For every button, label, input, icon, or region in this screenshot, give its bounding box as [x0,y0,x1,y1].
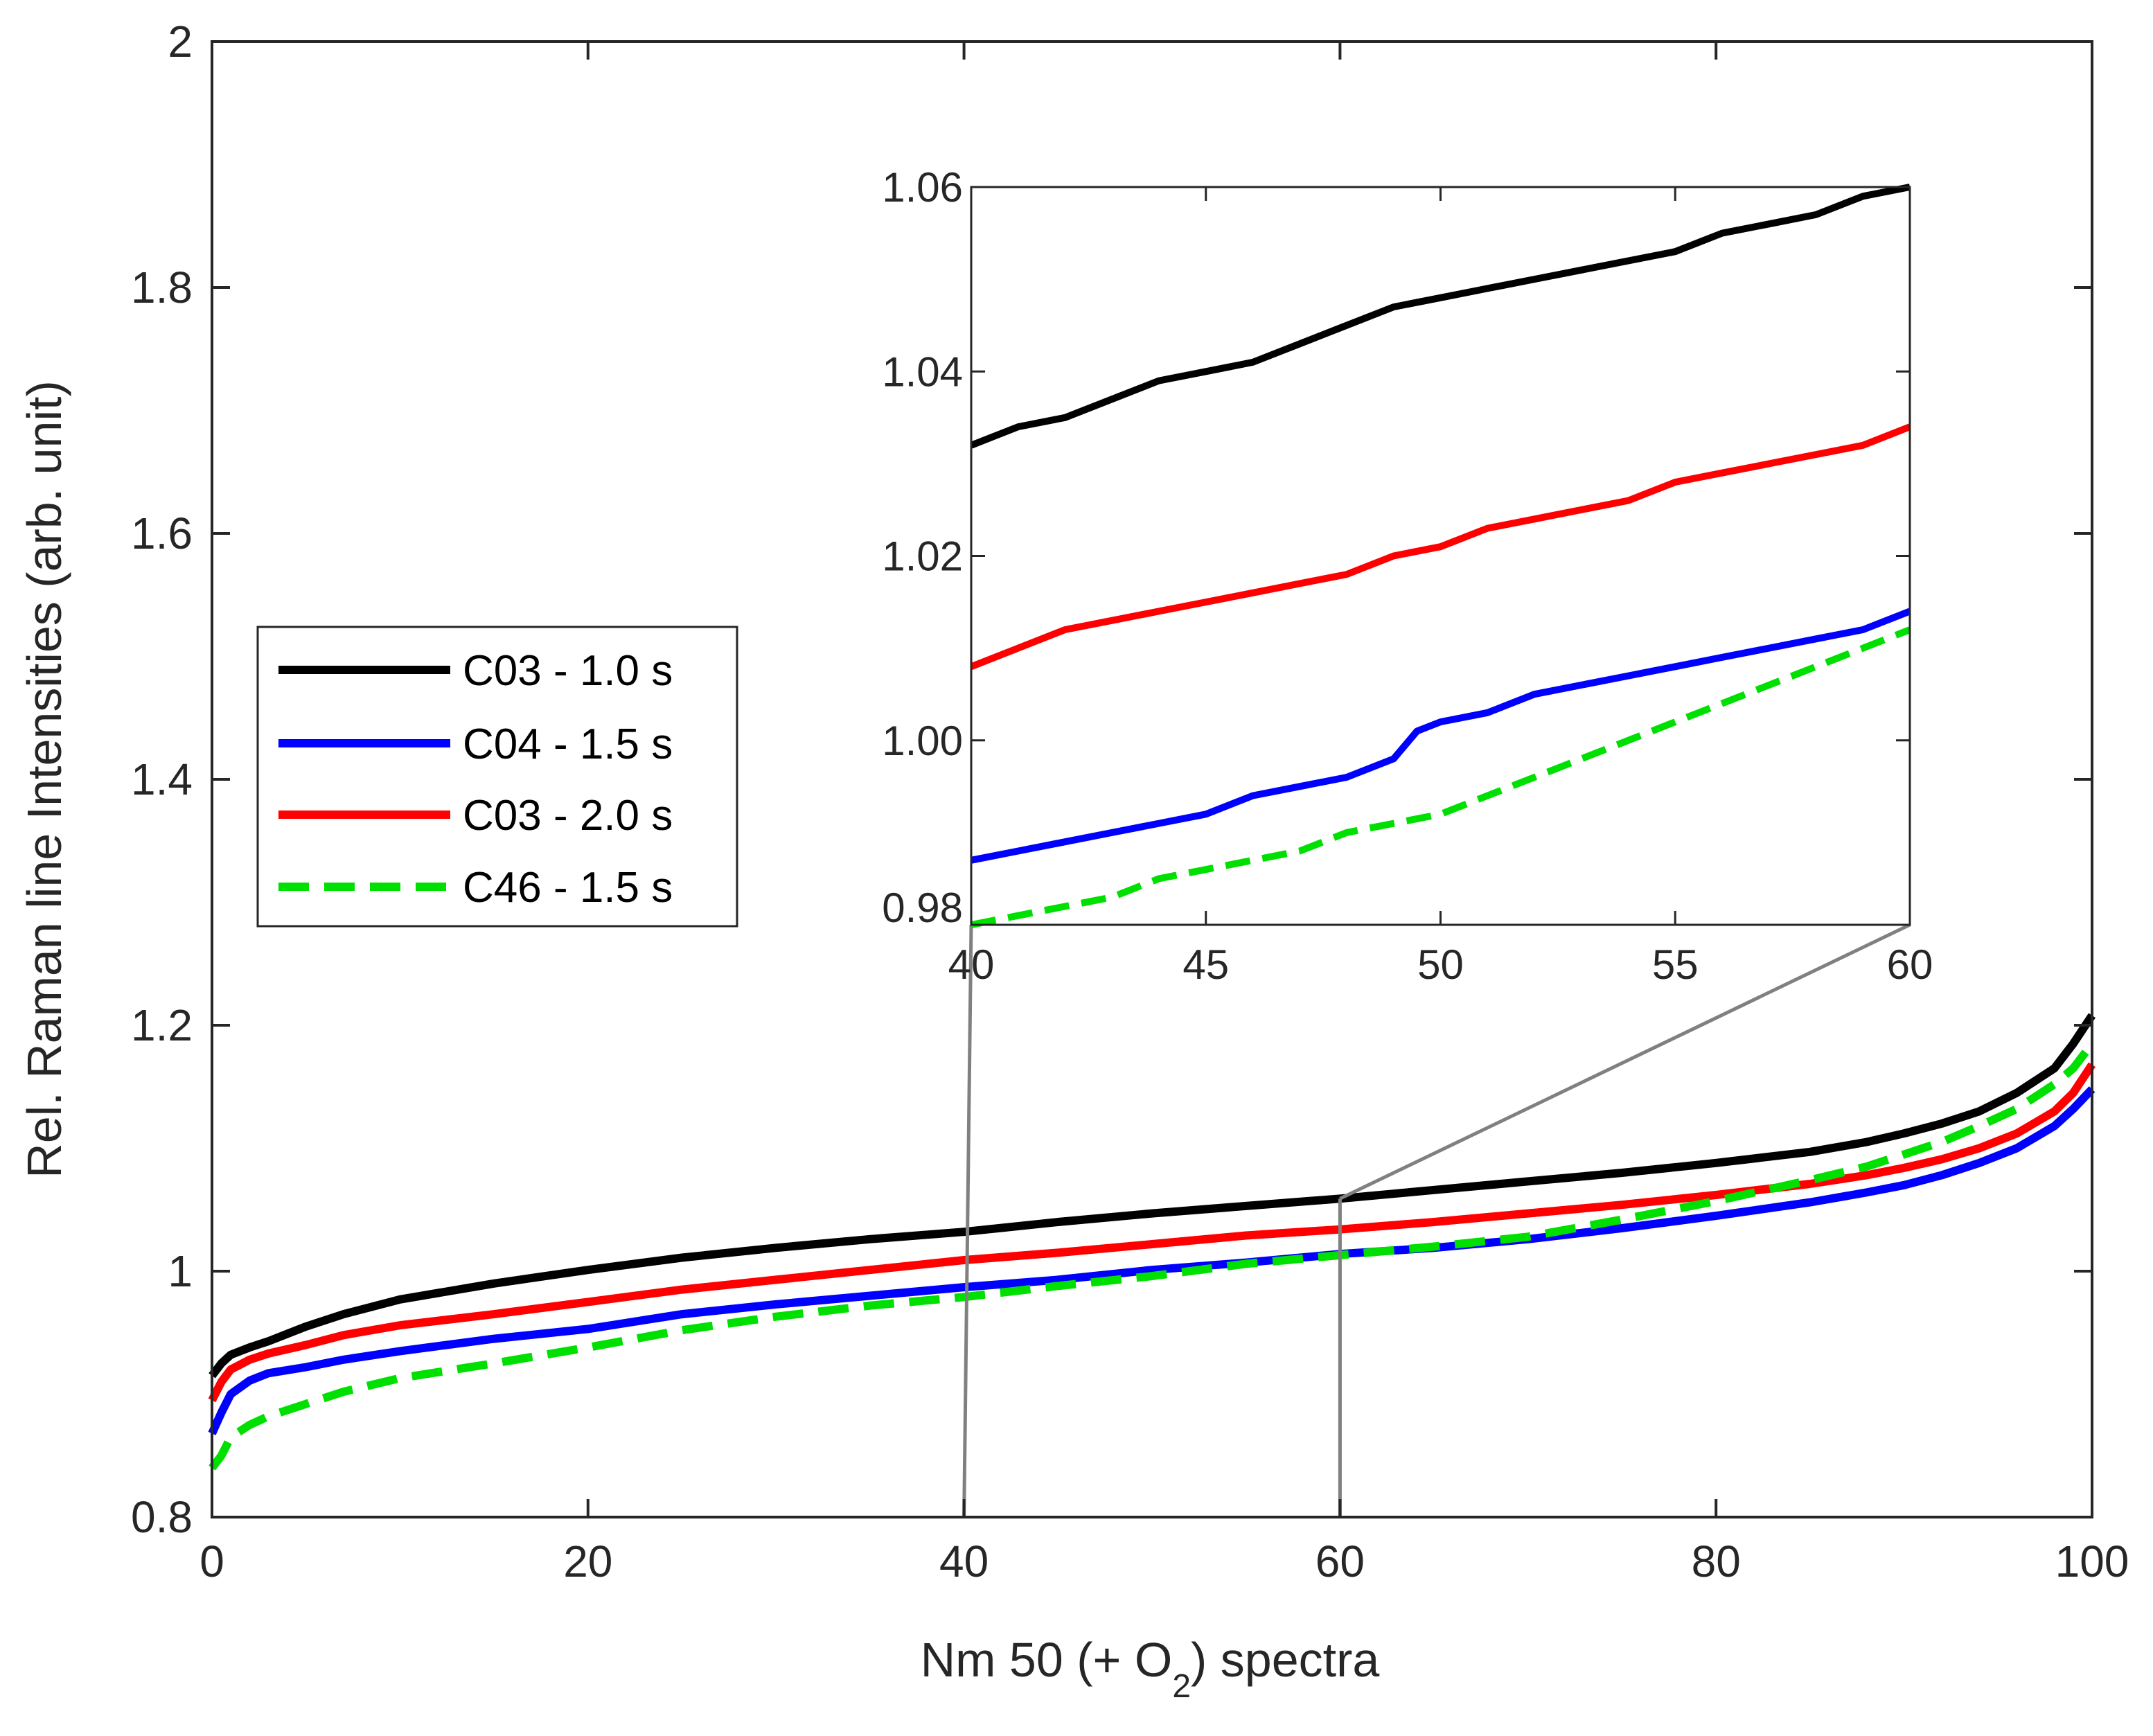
legend-box [256,626,738,928]
inset-y-tick-label: 1.04 [882,348,963,395]
inset-y-tick-label: 0.98 [882,885,963,931]
x-tick-label: 40 [939,1536,989,1586]
legend-label-c46-1-5-s: C46 - 1.5 s [463,864,673,912]
y-tick-label: 1.6 [131,508,193,558]
zoom-connector-left [962,924,973,1518]
x-tick-label: 0 [200,1536,224,1586]
x-axis-title-suffix: ) spectra [1191,1633,1379,1687]
y-tick-label: 0.8 [131,1492,193,1542]
legend: C03 - 1.0 s C04 - 1.5 s C03 - 2.0 s C46 - 1… [256,626,738,928]
x-tick-label: 60 [1315,1536,1365,1586]
x-tick-label: 80 [1692,1536,1741,1586]
y-tick-label: 1.4 [131,754,193,804]
main-series-c04-1-5-s [208,1086,2096,1435]
x-axis-title-prefix: Nm 50 (+ O [921,1633,1173,1687]
main-series-group [208,1013,2096,1471]
main-series-c46-1-5-s [209,1040,2096,1471]
inset-series-c46-1-5-s [971,626,1911,928]
main-series-c03-2-0-s [208,1062,2096,1403]
main-series-c03-1-0-s [209,1013,2096,1379]
x-tick-label: 20 [563,1536,612,1586]
inset-axis-ticks: 40 45 50 55 60 0.98 1.00 1.02 1.04 1.06 [882,164,1933,988]
x-axis-title-subscript: 2 [1172,1668,1191,1705]
y-axis-title: Rel. Raman line Intensities (arb. unit) [17,380,71,1178]
inset-y-tick-label: 1.00 [882,718,963,764]
y-tick-label: 1.2 [131,1000,193,1050]
inset-series-c04-1-5-s [971,608,1911,864]
inset-plot: 40 45 50 55 60 0.98 1.00 1.02 1.04 1.06 [882,164,1933,988]
x-axis-title: Nm 50 (+ O2) spectra [921,1633,1380,1705]
inset-x-tick-label: 50 [1417,941,1464,988]
inset-series-c03-2-0-s [970,423,1911,670]
inset-x-tick-label: 55 [1652,941,1699,988]
x-tick-label: 100 [2055,1536,2129,1586]
legend-label-c04-1-5-s: C04 - 1.5 s [463,720,673,768]
inset-x-tick-label: 40 [948,941,995,988]
inset-y-tick-label: 1.06 [882,164,963,211]
zoom-connector-right-diagonal [1339,923,1911,1201]
inset-series-group [970,184,1911,928]
y-tick-label: 1.8 [131,263,193,312]
inset-y-tick-label: 1.02 [882,533,963,580]
y-tick-label: 2 [168,17,193,67]
inset-x-tick-label: 60 [1887,941,1933,988]
legend-label-c03-1-0-s: C03 - 1.0 s [463,647,673,695]
y-tick-label: 1 [168,1246,193,1296]
inset-x-tick-label: 45 [1182,941,1229,988]
zoom-connector-lines [962,923,1911,1518]
inset-series-c03-1-0-s [970,184,1911,449]
inset-background [970,187,1912,925]
legend-label-c03-2-0-s: C03 - 2.0 s [463,792,673,840]
main-axis-ticks: 0 20 40 60 80 100 0.8 1 1.2 1.4 1.6 1.8 2 [131,17,2129,1586]
